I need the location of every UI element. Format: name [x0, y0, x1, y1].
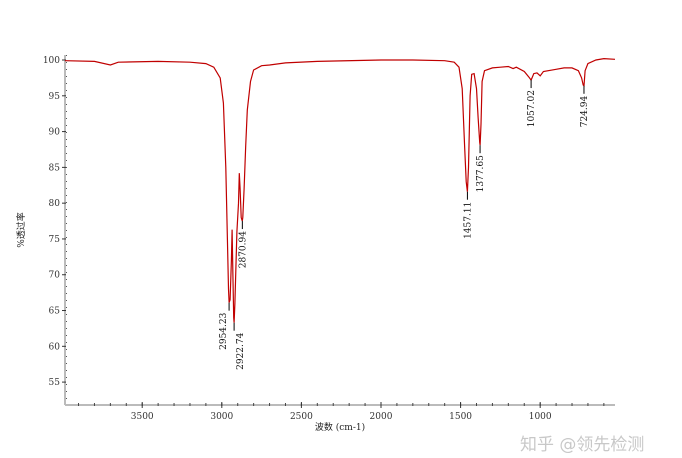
y-minor-tick [66, 335, 67, 336]
peak-label: 1457.11 [463, 202, 473, 239]
y-tick-label: 90 [49, 128, 61, 138]
peak-label: 2922.74 [236, 332, 246, 369]
y-minor-tick [66, 321, 67, 322]
y-minor-tick [66, 223, 67, 224]
y-minor-tick [66, 307, 67, 308]
y-tick-label: 75 [49, 235, 61, 245]
watermark: 知乎 @领先检测 [520, 435, 644, 455]
y-minor-tick [66, 209, 67, 210]
y-tick-label: 55 [49, 378, 61, 388]
y-minor-tick [66, 125, 67, 126]
y-minor-tick [66, 69, 67, 70]
y-minor-tick [66, 62, 67, 63]
y-minor-tick [66, 153, 67, 154]
y-minor-tick [66, 216, 67, 217]
y-minor-tick [66, 251, 67, 252]
x-tick-label: 2000 [370, 412, 393, 422]
peak-label: 2954.23 [219, 312, 229, 349]
peak-label: 1377.65 [476, 155, 486, 192]
y-minor-tick [66, 76, 67, 77]
y-minor-tick [66, 279, 67, 280]
y-minor-tick [66, 181, 67, 182]
axes: 3500 3000 2500 2000 1500 1000 100 95 90 85 80 75 70 6… [43, 55, 615, 422]
y-minor-tick [66, 384, 67, 385]
y-minor-tick [66, 342, 67, 343]
y-minor-tick [66, 328, 67, 329]
y-axis-label: %透过率 [15, 212, 27, 248]
y-minor-tick [66, 356, 67, 357]
y-minor-tick [66, 132, 67, 133]
y-minor-tick [66, 314, 67, 315]
y-minor-tick [66, 377, 67, 378]
y-minor-tick [66, 265, 67, 266]
y-minor-tick [66, 391, 67, 392]
y-minor-tick [66, 118, 67, 119]
y-minor-tick [66, 104, 67, 105]
y-minor-tick [66, 363, 67, 364]
y-tick-label: 60 [49, 342, 61, 352]
y-tick-label: 85 [49, 163, 61, 173]
y-minor-tick [66, 286, 67, 287]
y-minor-tick [66, 111, 67, 112]
spectrum-line [64, 57, 616, 323]
y-tick-label: 80 [49, 199, 61, 209]
y-minor-tick [66, 188, 67, 189]
y-minor-tick [66, 370, 67, 371]
x-tick-label: 2500 [290, 412, 313, 422]
y-minor-tick [66, 237, 67, 238]
y-minor-tick [66, 293, 67, 294]
y-tick-label: 65 [49, 307, 61, 317]
y-minor-tick [66, 230, 67, 231]
y-minor-tick [66, 195, 67, 196]
peak-label: 2870.94 [238, 231, 248, 268]
x-tick-label: 3500 [131, 412, 154, 422]
y-minor-tick [66, 146, 67, 147]
x-tick-label: 1000 [529, 412, 552, 422]
y-minor-tick [66, 244, 67, 245]
peak-label: 724.94 [580, 96, 590, 128]
y-minor-tick [66, 272, 67, 273]
x-tick-label: 3000 [210, 412, 233, 422]
y-minor-tick [66, 167, 67, 168]
y-minor-tick [66, 90, 67, 91]
y-minor-tick [66, 83, 67, 84]
y-minor-tick [66, 139, 67, 140]
y-tick-label: 70 [49, 271, 61, 281]
peak-label: 1057.02 [527, 90, 537, 127]
y-minor-tick [66, 174, 67, 175]
y-minor-tick [66, 258, 67, 259]
x-tick-label: 1500 [449, 412, 472, 422]
y-minor-tick [66, 202, 67, 203]
spectrum [64, 57, 616, 323]
y-minor-tick [66, 55, 67, 56]
y-minor-tick [66, 300, 67, 301]
y-tick-label: 95 [49, 92, 61, 102]
y-minor-tick [66, 160, 67, 161]
x-axis-label: 波数 (cm-1) [315, 421, 365, 433]
y-minor-tick [66, 97, 67, 98]
y-minor-tick [66, 349, 67, 350]
y-tick-label: 100 [43, 56, 60, 66]
y-minor-tick [66, 398, 67, 399]
